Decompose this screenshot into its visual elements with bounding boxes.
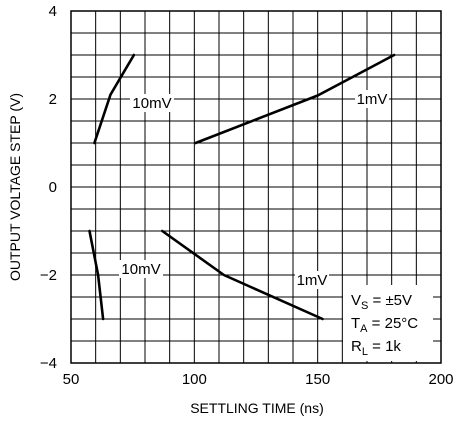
load-resistance-condition: RL = 1k — [351, 338, 401, 358]
series-line — [93, 53, 136, 145]
series-label: 10mV — [132, 95, 171, 112]
conditions-annotation: VS = ±5V TA = 25°C RL = 1k — [343, 285, 433, 361]
y-tick-label: 4 — [49, 3, 57, 20]
plot-frame — [70, 10, 442, 364]
x-tick-label: 150 — [305, 371, 330, 388]
series-label: 10mV — [121, 261, 160, 278]
x-tick-label: 50 — [63, 371, 80, 388]
series-label: 1mV — [357, 91, 388, 108]
tick-labels: 50 100 150 200 −4 −2 0 2 4 — [40, 3, 454, 388]
x-tick-label: 100 — [182, 371, 207, 388]
series-label-background — [355, 90, 389, 108]
y-tick-label: −4 — [40, 355, 57, 372]
series-label-background — [295, 271, 329, 289]
series-label: 1mV — [297, 272, 328, 289]
y-tick-label: 0 — [49, 179, 57, 196]
y-tick-label: 2 — [49, 91, 57, 108]
series-line — [161, 229, 324, 321]
x-axis-title: SETTLING TIME (ns) — [190, 400, 324, 416]
conditions-background — [343, 285, 433, 361]
x-tick-label: 200 — [428, 371, 453, 388]
supply-voltage-condition: VS = ±5V — [351, 292, 412, 312]
y-axis-title: OUTPUT VOLTAGE STEP (V) — [7, 93, 23, 281]
series-line — [194, 53, 396, 145]
series-line — [88, 229, 105, 321]
series-label-background — [130, 94, 174, 112]
y-tick-label: −2 — [40, 267, 57, 284]
temperature-condition: TA = 25°C — [351, 315, 418, 335]
series-lines: 10mV 1mV 10mV 1mV — [88, 53, 396, 321]
series-label-background — [119, 260, 163, 278]
